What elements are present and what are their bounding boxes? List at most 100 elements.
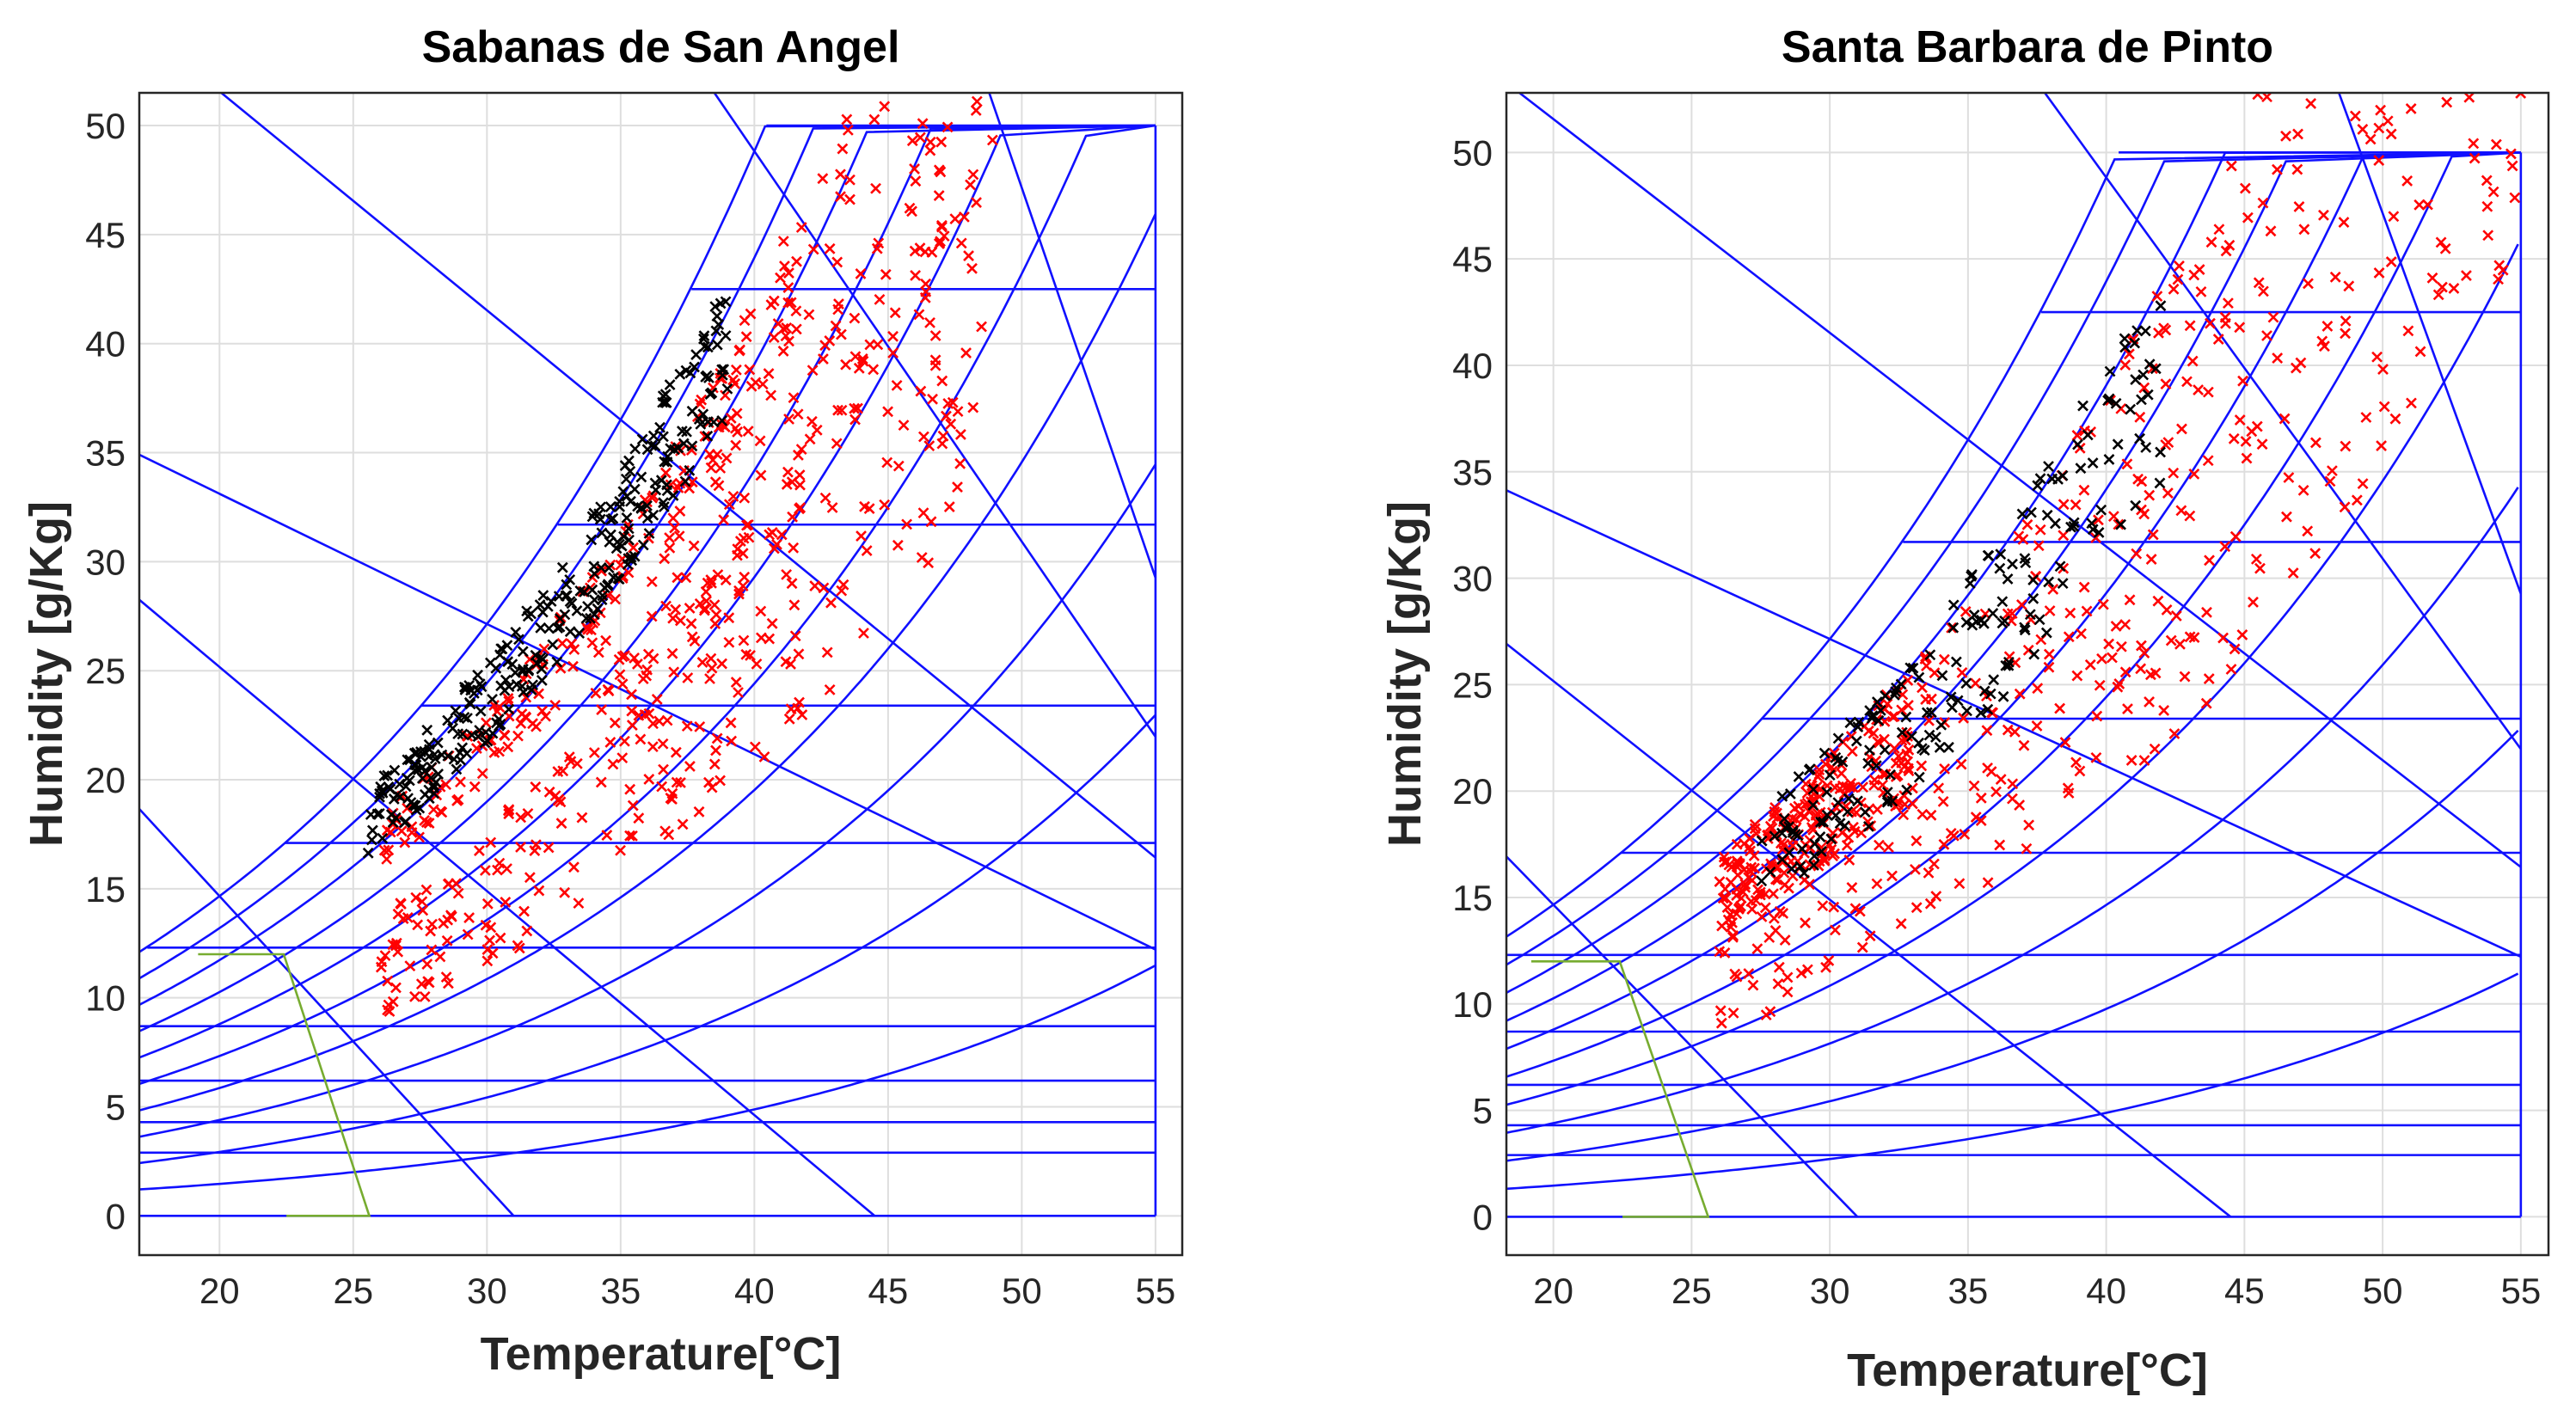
data-point-red [831, 438, 843, 450]
data-point-red [696, 657, 708, 668]
data-point-black [710, 325, 722, 337]
data-point-red [901, 518, 913, 530]
data-point-red [734, 344, 745, 356]
data-point-red [2236, 628, 2248, 640]
data-point-red [2135, 663, 2147, 675]
data-point-red [786, 578, 798, 590]
data-point-red [731, 407, 743, 420]
data-point-black [2034, 473, 2046, 485]
data-point-red [1888, 743, 1900, 754]
chart-title: Santa Barbara de Pinto [1782, 22, 2273, 72]
data-point-red [2329, 271, 2341, 283]
data-point-red [849, 414, 861, 426]
data-point-red [755, 605, 767, 617]
data-point-red [1725, 921, 1737, 933]
data-point-red [1888, 710, 1900, 722]
data-point-black [442, 750, 454, 762]
data-point-red [1763, 932, 1776, 943]
data-point-red [1850, 806, 1862, 818]
data-point-red [706, 781, 718, 793]
data-point-red [910, 270, 922, 281]
data-point-red [937, 430, 949, 442]
data-point-black [620, 473, 632, 485]
data-point-red [842, 124, 854, 136]
rh-curve-10 [139, 964, 1156, 1191]
rh-curve-70 [1506, 151, 2521, 1022]
data-point-red [729, 377, 741, 389]
data-point-red [1749, 823, 1761, 835]
data-point-red [777, 236, 789, 248]
data-point-black [2049, 518, 2061, 530]
y-tick-label: 45 [1452, 239, 1493, 279]
data-point-red [2181, 376, 2193, 388]
data-point-black [1853, 716, 1865, 728]
data-point-red [2257, 197, 2269, 209]
data-point-black [513, 634, 524, 646]
data-point-red [2119, 666, 2131, 678]
data-point-red [1727, 1007, 1739, 1019]
wet-bulb-line [139, 808, 515, 1217]
data-point-red [914, 132, 926, 144]
data-point-red [2174, 638, 2186, 650]
data-point-red [909, 162, 920, 175]
data-point-red [2213, 224, 2225, 236]
data-point-black [720, 330, 732, 341]
data-point-red [782, 297, 794, 309]
data-point-red [2339, 501, 2351, 513]
data-point-red [1938, 838, 1950, 850]
data-point-red [929, 354, 941, 366]
rh-curve-90 [139, 124, 1156, 980]
wet-bulb-line [1506, 489, 2522, 959]
data-point-red [2078, 581, 2090, 593]
data-point-red [1970, 677, 1982, 689]
data-point-red [2172, 273, 2184, 285]
data-point-red [788, 392, 800, 404]
data-point-red [2119, 359, 2131, 371]
comfort-zone [198, 953, 371, 1217]
data-point-red [592, 646, 604, 659]
data-point-red [1901, 748, 1913, 760]
data-point-red [718, 514, 730, 526]
data-point-red [870, 182, 881, 194]
axes-frame [138, 91, 1184, 1257]
axes-frame [1505, 91, 2550, 1257]
data-point-black [711, 339, 723, 351]
data-point-red [2340, 328, 2351, 340]
data-point-black [2104, 365, 2116, 377]
data-point-black [2041, 509, 2053, 521]
data-point-red [709, 618, 721, 630]
data-point-red [614, 669, 626, 681]
data-point-red [512, 730, 524, 742]
data-point-red [943, 501, 955, 513]
data-point-red [745, 308, 757, 320]
data-point-red [700, 585, 712, 597]
data-point-red [771, 538, 782, 550]
data-point-black [399, 817, 411, 829]
data-point-black [536, 674, 548, 686]
data-point-red [538, 643, 550, 655]
data-point-red [976, 321, 987, 333]
data-point-red [643, 774, 655, 785]
data-point-red [555, 662, 567, 674]
data-point-black [1864, 744, 1875, 757]
rh-curve-60 [1506, 151, 2521, 1051]
data-point-red [463, 912, 475, 924]
data-point-red [492, 864, 503, 876]
data-point-black [2093, 527, 2105, 538]
data-point-black [2019, 624, 2031, 636]
data-point-black [490, 662, 502, 674]
data-point-black [2003, 656, 2015, 668]
data-point-red [2280, 130, 2291, 142]
data-point-red [2193, 264, 2205, 275]
data-point-black [708, 416, 720, 428]
data-point-red [2070, 499, 2082, 511]
data-point-black [564, 573, 576, 585]
data-point-red [2461, 270, 2472, 281]
data-point-red [2205, 236, 2217, 248]
data-point-red [666, 647, 678, 659]
rh-curve-40 [139, 213, 1157, 1112]
data-point-red [628, 542, 639, 554]
data-point-red [1882, 842, 1894, 853]
data-point-red [576, 812, 588, 824]
